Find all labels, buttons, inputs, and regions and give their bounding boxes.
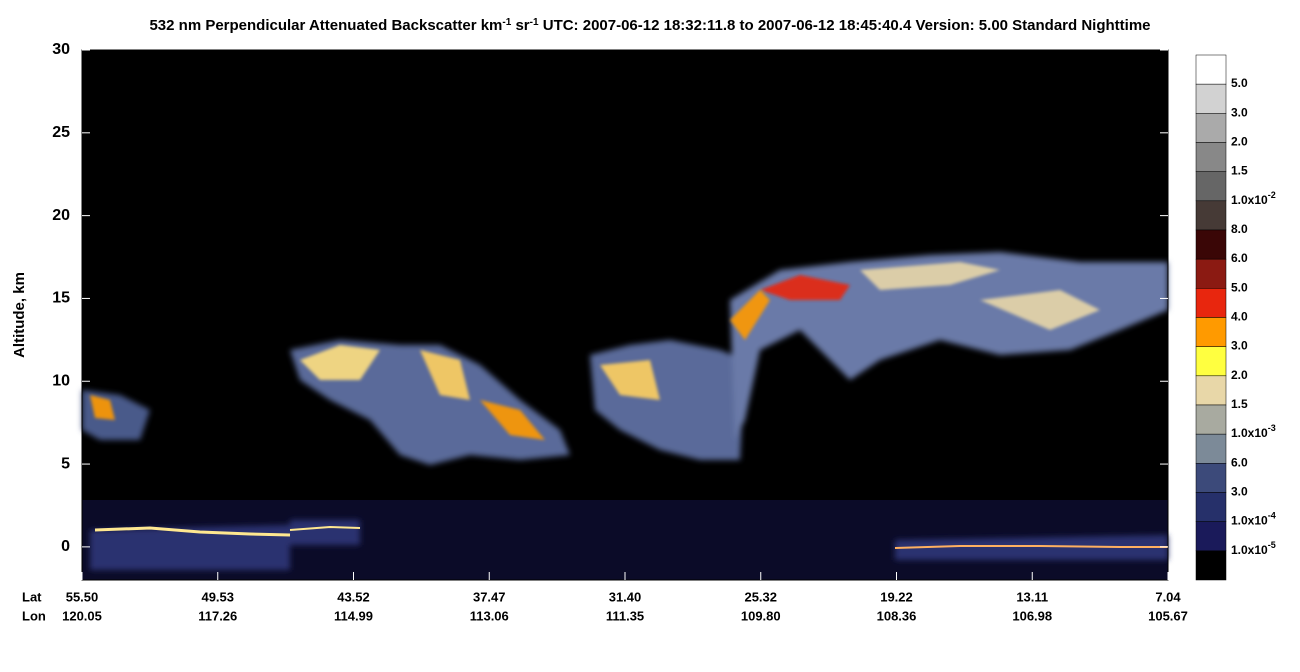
lon-label: 109.80 [741,608,781,623]
y-tick-label: 25 [52,124,70,141]
colorbar-label: 3.0 [1231,339,1248,353]
lat-row-label: Lat [22,589,42,604]
lon-label: 117.26 [198,608,237,623]
lat-label: 19.22 [880,589,913,604]
colorbar-label-text: 1.0x10 [1231,543,1268,557]
y-tick-label: 20 [52,207,70,224]
colorbar-label-text: 1.5 [1231,397,1248,411]
colorbar-swatch [1195,463,1227,493]
lon-label: 105.67 [1148,608,1188,623]
lon-row-label: Lon [22,608,46,623]
y-tick-label: 5 [61,455,70,472]
colorbar-swatch [1195,375,1227,406]
colorbar-label: 5.0 [1231,76,1248,90]
lat-label: 43.52 [337,589,370,604]
lat-label: 37.47 [473,589,506,604]
colorbar-label-text: 2.0 [1231,135,1248,149]
colorbar-label-text: 1.0x10 [1231,193,1268,207]
colorbar-label: 3.0 [1231,485,1248,499]
colorbar-label-text: 3.0 [1231,339,1248,353]
colorbar-label-text: 3.0 [1231,485,1248,499]
title-part: 532 nm Perpendicular Attenuated Backscat… [149,17,502,34]
colorbar-swatch [1195,258,1227,289]
colorbar-swatch [1195,346,1227,377]
colorbar-swatch [1195,550,1227,581]
colorbar-label-exp: -4 [1268,511,1276,521]
colorbar-label: 2.0 [1231,135,1248,149]
lat-label: 31.40 [609,589,642,604]
colorbar-label: 4.0 [1231,310,1248,324]
y-tick-label: 30 [52,41,70,58]
colorbar-label-text: 5.0 [1231,281,1248,295]
title-part: sr [511,17,530,34]
lat-label: 49.53 [201,589,234,604]
colorbar-label-exp: -5 [1268,540,1276,550]
colorbar-label: 1.0x10-5 [1231,540,1276,557]
colorbar-swatch [1195,404,1227,435]
colorbar-swatch [1195,171,1227,202]
colorbar-swatch [1195,288,1227,318]
lon-label: 108.36 [877,608,917,623]
colorbar-label: 1.0x10-2 [1231,190,1276,207]
colorbar-label-text: 8.0 [1231,222,1248,236]
lat-label: 7.04 [1155,589,1181,604]
colorbar-label-text: 1.5 [1231,164,1248,178]
colorbar-swatch [1195,433,1227,464]
y-tick-label: 10 [52,372,70,389]
colorbar-swatch [1195,521,1227,552]
colorbar-swatch [1195,113,1227,143]
lon-label: 106.98 [1012,608,1052,623]
title-part: -1 [530,17,539,28]
colorbar-label: 1.0x10-4 [1231,511,1276,528]
colorbar-label: 6.0 [1231,251,1248,265]
colorbar-label-text: 1.0x10 [1231,514,1268,528]
colorbar-label: 6.0 [1231,456,1248,470]
backscatter-image [82,252,1168,580]
colorbar-label-text: 4.0 [1231,310,1248,324]
colorbar-label-text: 1.0x10 [1231,426,1268,440]
colorbar-label-text: 2.0 [1231,368,1248,382]
lon-label: 114.99 [334,608,373,623]
y-tick-label: 15 [52,290,70,307]
lon-label: 113.06 [470,608,509,623]
colorbar-label-exp: -3 [1268,424,1276,434]
lat-label: 55.50 [66,589,99,604]
title-part: -1 [502,17,511,28]
lat-label: 13.11 [1016,589,1048,604]
colorbar-swatch [1195,229,1227,260]
colorbar-label: 2.0 [1231,368,1248,382]
colorbar-label: 1.5 [1231,397,1248,411]
colorbar-label: 5.0 [1231,281,1248,295]
colorbar-label-text: 3.0 [1231,106,1248,120]
y-tick-label: 0 [61,538,70,555]
colorbar-label-text: 5.0 [1231,76,1248,90]
colorbar-label: 1.0x10-3 [1231,424,1276,441]
colorbar-swatch [1195,200,1227,231]
colorbar-label: 3.0 [1231,106,1248,120]
colorbar-swatch [1195,142,1227,172]
colorbar-swatch [1195,317,1227,347]
title-part: UTC: 2007-06-12 18:32:11.8 to 2007-06-12… [539,17,1151,34]
colorbar-label-text: 6.0 [1231,251,1248,265]
colorbar-swatch [1195,54,1227,85]
colorbar-swatch [1195,83,1227,114]
colorbar-label-text: 6.0 [1231,456,1248,470]
colorbar-label: 8.0 [1231,222,1248,236]
lon-label: 111.35 [606,608,644,623]
colorbar-swatch [1195,492,1227,522]
lat-label: 25.32 [744,589,777,604]
colorbar-label-exp: -2 [1268,190,1276,200]
colorbar-label: 1.5 [1231,164,1248,178]
lon-label: 120.05 [62,608,102,623]
chart-title: 532 nm Perpendicular Attenuated Backscat… [149,17,1150,35]
y-axis-label: Altitude, km [11,272,28,358]
